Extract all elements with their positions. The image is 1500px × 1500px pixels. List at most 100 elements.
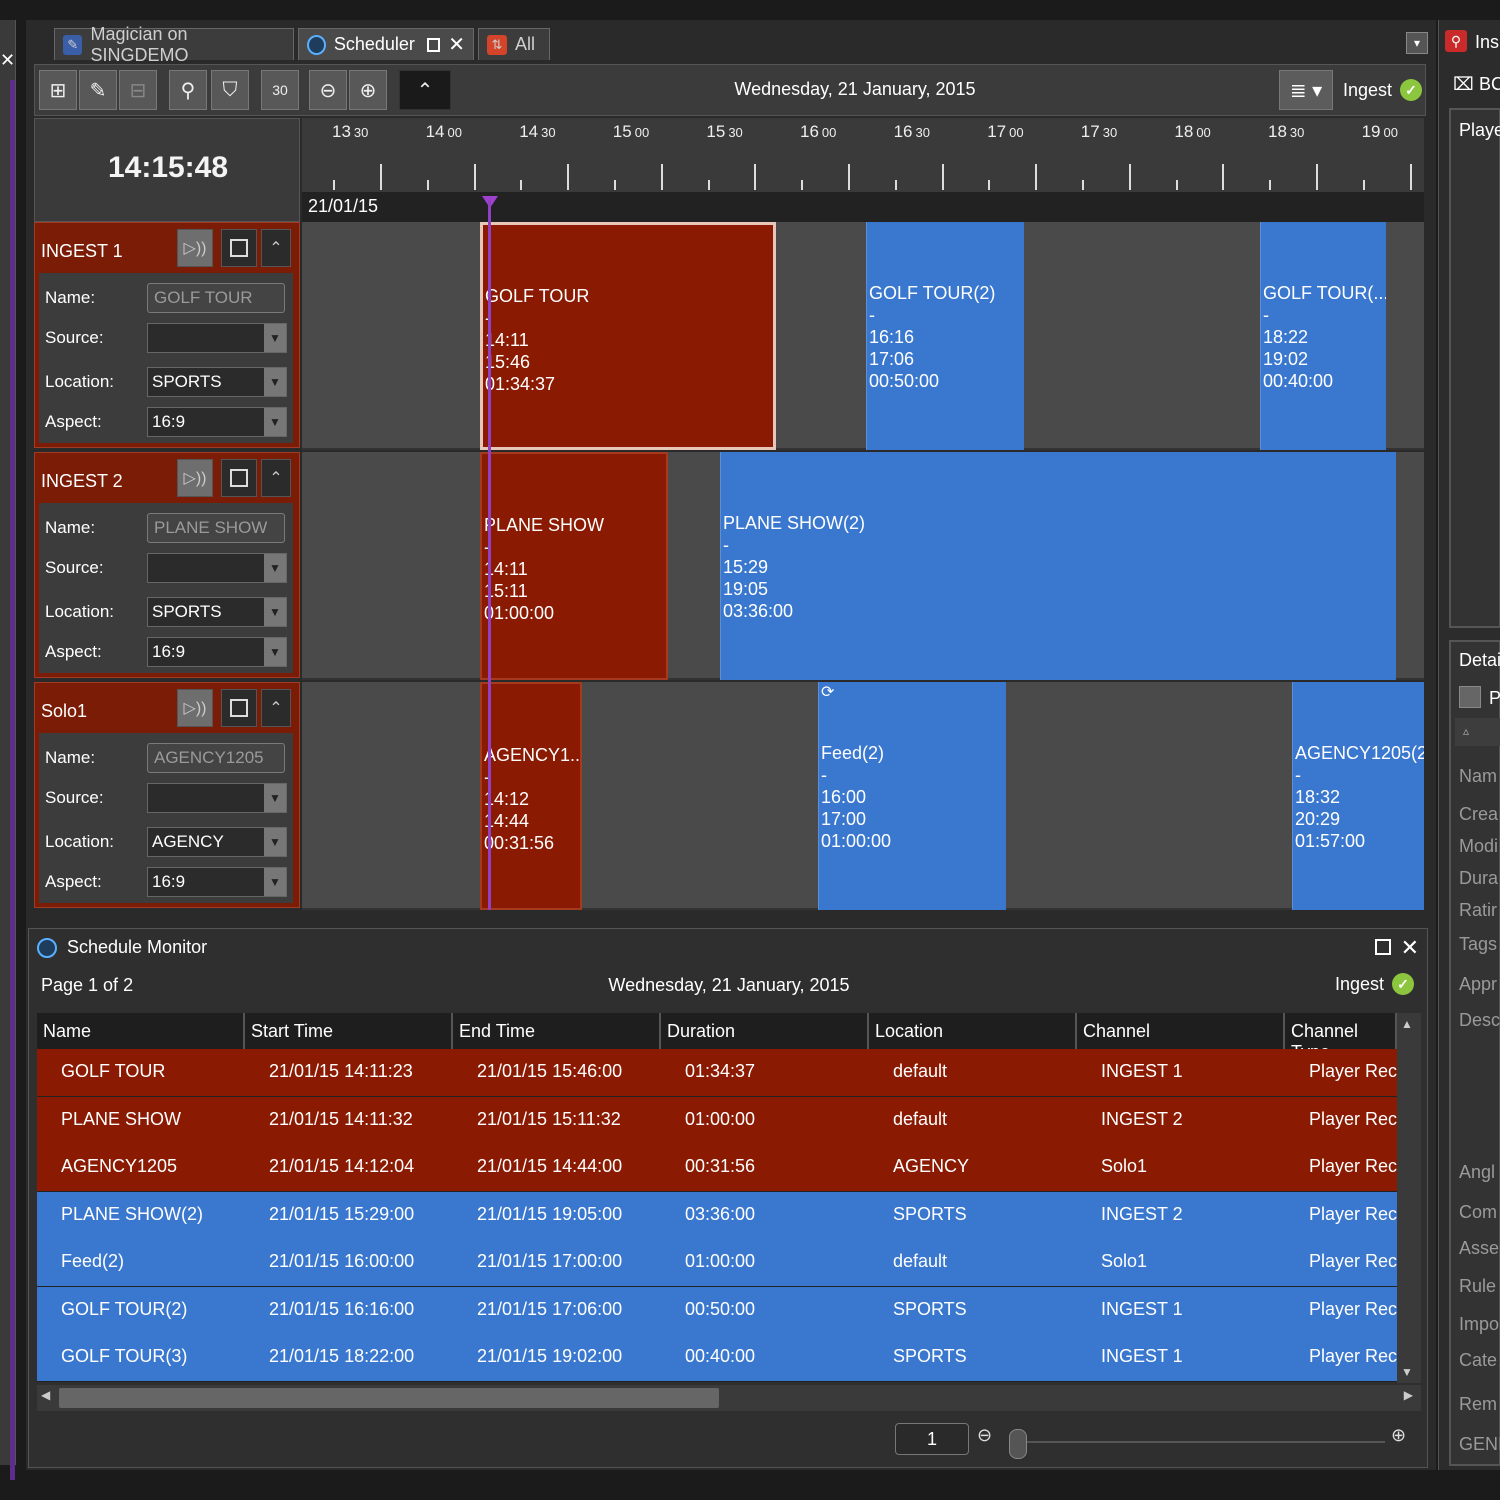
- column-header[interactable]: End Time: [453, 1013, 661, 1049]
- channel-panel: INGEST 2 ▷)) ⌃ Name: PLANE SHOW Source: ▼ Locat…: [34, 452, 300, 678]
- add-icon[interactable]: ⊞: [39, 70, 77, 110]
- zoom-in-icon[interactable]: ⊕: [1391, 1425, 1407, 1445]
- close-icon[interactable]: ✕: [0, 50, 16, 70]
- schedule-event[interactable]: AGENCY1205(2) -18:32 20:29 01:57:00: [1292, 682, 1424, 910]
- tab-scheduler[interactable]: Scheduler ✕: [298, 28, 474, 60]
- aspect-select[interactable]: 16:9 ▼: [147, 637, 287, 667]
- ruler-minute: 30: [1289, 125, 1305, 140]
- vertical-scrollbar[interactable]: ▲ ▼: [1397, 1013, 1421, 1383]
- zoom-in-icon[interactable]: ⊕: [349, 70, 387, 110]
- table-row[interactable]: Feed(2) 21/01/15 16:00:00 21/01/15 17:00:0…: [37, 1239, 1397, 1287]
- table-row[interactable]: GOLF TOUR(3) 21/01/15 18:22:00 21/01/15 19…: [37, 1334, 1397, 1382]
- table-row[interactable]: GOLF TOUR 21/01/15 14:11:23 21/01/15 15:46…: [37, 1049, 1397, 1097]
- scroll-down-icon[interactable]: ▼: [1401, 1365, 1413, 1379]
- chevron-down-icon[interactable]: ▼: [264, 598, 286, 626]
- aspect-select[interactable]: 16:9 ▼: [147, 867, 287, 897]
- zoom-out-icon[interactable]: ⊖: [309, 70, 347, 110]
- table-cell: 21/01/15 16:00:00: [269, 1251, 415, 1271]
- maximize-icon[interactable]: [1375, 939, 1391, 955]
- chevron-down-icon[interactable]: ▼: [264, 828, 286, 856]
- column-header[interactable]: Channel Type: [1285, 1013, 1397, 1062]
- filter-icon[interactable]: ⚲: [169, 70, 207, 110]
- column-header[interactable]: Name: [37, 1013, 245, 1049]
- schedule-event[interactable]: Feed(2) -16:00 17:00 01:00:00 ⟳: [818, 682, 1006, 910]
- chevron-down-icon[interactable]: ▼: [264, 784, 286, 812]
- name-input[interactable]: GOLF TOUR: [147, 283, 285, 313]
- view-list-icon[interactable]: ≣ ▾: [1279, 70, 1333, 110]
- scroll-left-icon[interactable]: ◀: [41, 1388, 51, 1402]
- schedule-event[interactable]: GOLF TOUR(2) -16:16 17:06 00:50:00: [866, 222, 1024, 450]
- column-header[interactable]: Duration: [661, 1013, 869, 1049]
- source-select[interactable]: ▼: [147, 323, 287, 353]
- chevron-down-icon[interactable]: ▼: [264, 368, 286, 396]
- horizontal-scrollbar[interactable]: ◀ ▶: [37, 1385, 1421, 1411]
- tab-list-dropdown-icon[interactable]: ▾: [1406, 32, 1428, 54]
- column-header[interactable]: Start Time: [245, 1013, 453, 1049]
- scroll-thumb[interactable]: [59, 1388, 719, 1408]
- table-row[interactable]: PLANE SHOW(2) 21/01/15 15:29:00 21/01/15 1…: [37, 1191, 1397, 1240]
- edit-icon[interactable]: ✎: [79, 70, 117, 110]
- scroll-up-icon[interactable]: ▲: [1401, 1017, 1413, 1031]
- search-icon[interactable]: ⚲: [1445, 30, 1467, 52]
- chevron-down-icon[interactable]: ▼: [264, 324, 286, 352]
- stop-icon[interactable]: [221, 229, 257, 267]
- collapse-icon[interactable]: ⌃: [261, 459, 291, 497]
- remove-icon[interactable]: ⊟: [119, 70, 157, 110]
- details-toggle-icon[interactable]: [1459, 686, 1481, 708]
- location-select[interactable]: SPORTS ▼: [147, 367, 287, 397]
- name-input[interactable]: AGENCY1205: [147, 743, 285, 773]
- name-input[interactable]: PLANE SHOW: [147, 513, 285, 543]
- calendar-icon[interactable]: 30: [261, 70, 299, 110]
- play-icon[interactable]: ▷)): [177, 689, 213, 727]
- play-icon[interactable]: ▷)): [177, 459, 213, 497]
- chevron-down-icon[interactable]: ▼: [264, 868, 286, 896]
- close-icon[interactable]: ✕: [1400, 935, 1419, 960]
- zoom-track[interactable]: [1019, 1441, 1385, 1443]
- collapse-icon[interactable]: ⌃: [399, 70, 451, 110]
- scroll-right-icon[interactable]: ▶: [1403, 1388, 1413, 1402]
- column-header[interactable]: Location: [869, 1013, 1077, 1049]
- column-header[interactable]: Channel: [1077, 1013, 1285, 1049]
- table-cell: Player Reco: [1309, 1156, 1397, 1176]
- right-tab-label[interactable]: Ins: [1475, 32, 1500, 52]
- tab-magician-label: Magician on SINGDEMO: [90, 23, 189, 65]
- stop-icon[interactable]: [221, 459, 257, 497]
- source-select[interactable]: ▼: [147, 783, 287, 813]
- channel-lane[interactable]: AGENCY1... -14:12 14:44 00:31:56 Feed(2) -16:…: [302, 682, 1424, 910]
- aspect-select[interactable]: 16:9 ▼: [147, 407, 287, 437]
- zoom-out-icon[interactable]: ⊖: [977, 1425, 993, 1445]
- schedule-event[interactable]: GOLF TOUR(... -18:22 19:02 00:40:00: [1260, 222, 1386, 450]
- filter-clear-icon[interactable]: ⛉: [211, 70, 249, 110]
- maximize-icon[interactable]: [426, 37, 441, 52]
- location-select[interactable]: SPORTS ▼: [147, 597, 287, 627]
- collapse-icon[interactable]: ⌃: [261, 689, 291, 727]
- bc-icon[interactable]: ⌧: [1453, 74, 1474, 94]
- table-row[interactable]: PLANE SHOW 21/01/15 14:11:32 21/01/15 15:1…: [37, 1096, 1397, 1145]
- schedule-event[interactable]: AGENCY1... -14:12 14:44 00:31:56: [480, 682, 582, 910]
- source-select[interactable]: ▼: [147, 553, 287, 583]
- table-row[interactable]: AGENCY1205 21/01/15 14:12:04 21/01/15 14:4…: [37, 1144, 1397, 1192]
- collapse-icon[interactable]: ⌃: [261, 229, 291, 267]
- chevron-down-icon[interactable]: ▼: [264, 408, 286, 436]
- location-value: SPORTS: [152, 602, 222, 621]
- name-label: Name:: [45, 288, 96, 307]
- all-icon: ⇅: [487, 34, 507, 55]
- chevron-down-icon[interactable]: ▼: [264, 554, 286, 582]
- tab-all[interactable]: ⇅ All: [478, 28, 550, 60]
- table-row[interactable]: GOLF TOUR(2) 21/01/15 16:16:00 21/01/15 17…: [37, 1286, 1397, 1335]
- play-icon[interactable]: ▷)): [177, 229, 213, 267]
- close-tab-icon[interactable]: ✕: [448, 34, 465, 56]
- stop-icon[interactable]: [221, 689, 257, 727]
- zoom-slider[interactable]: [1009, 1429, 1027, 1459]
- chevron-down-icon[interactable]: ▼: [264, 638, 286, 666]
- schedule-event[interactable]: PLANE SHOW(2) -15:29 19:05 03:36:00: [720, 452, 1396, 680]
- tab-magician[interactable]: ✎ Magician on SINGDEMO: [54, 24, 294, 65]
- channel-lane[interactable]: PLANE SHOW -14:11 15:11 01:00:00 PLANE SHOW(…: [302, 452, 1424, 680]
- schedule-event[interactable]: PLANE SHOW -14:11 15:11 01:00:00: [480, 452, 668, 680]
- time-ruler[interactable]: 13 30 14 00 14 30 15 00 15 30 16 00 16 30 17 00 17 30 18 00…: [302, 118, 1424, 222]
- collapse-section-icon[interactable]: ▵: [1455, 718, 1500, 746]
- page-number-input[interactable]: 1: [895, 1423, 969, 1455]
- location-select[interactable]: AGENCY ▼: [147, 827, 287, 857]
